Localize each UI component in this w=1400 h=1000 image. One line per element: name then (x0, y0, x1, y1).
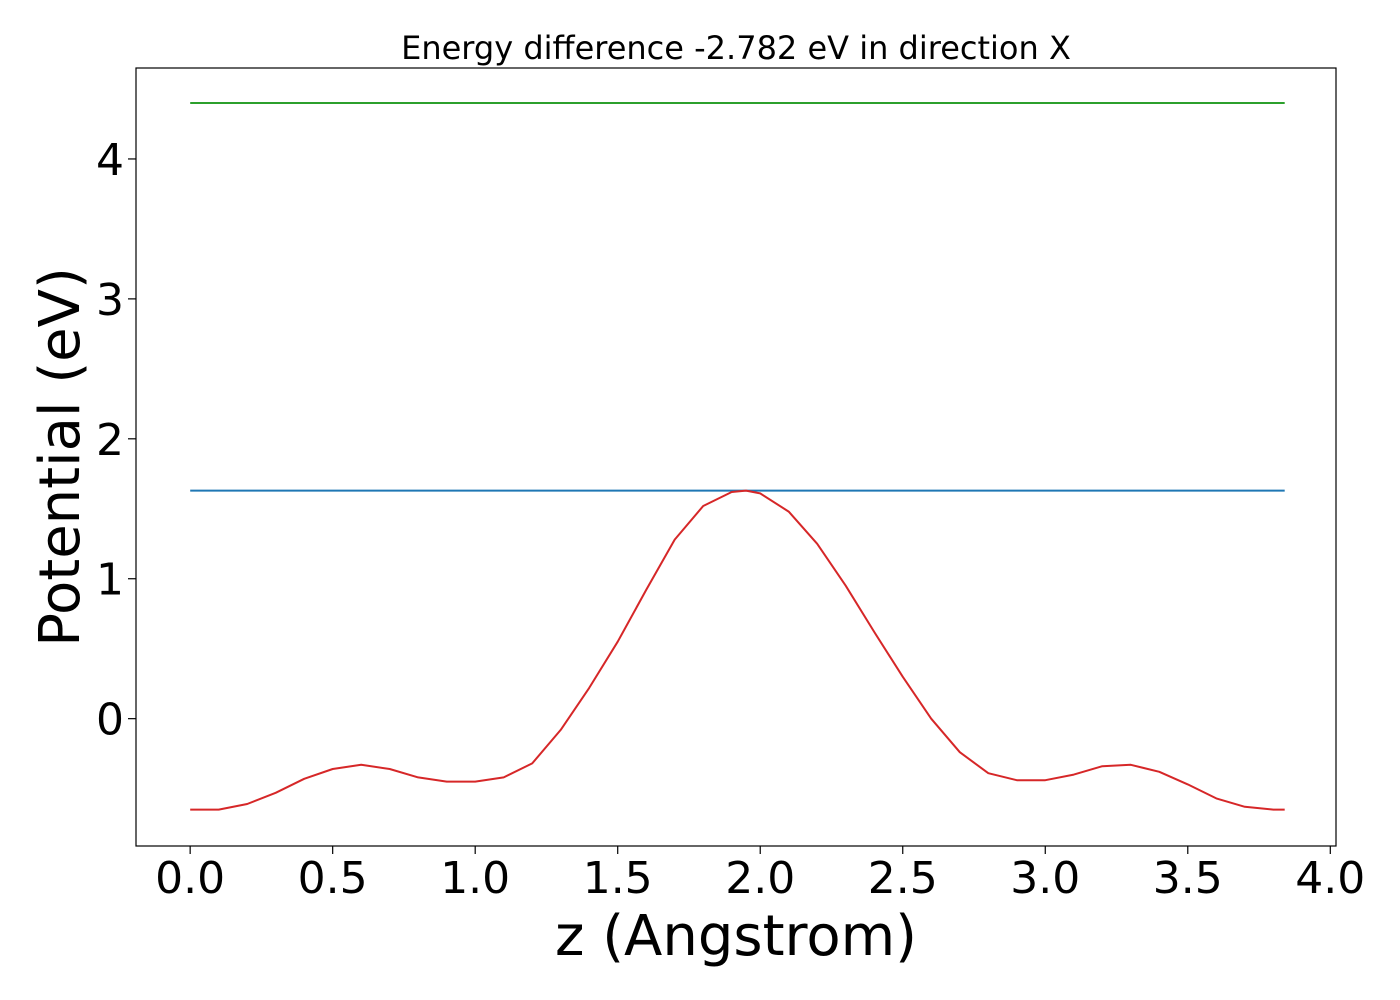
series-line-red (190, 489, 1285, 811)
y-tick-label: 1 (96, 555, 124, 606)
x-axis: 0.0 0.5 1.0 1.5 2.0 2.5 3.0 3.5 4.0 (155, 846, 1365, 904)
y-axis-label: Potential (eV) (28, 267, 93, 647)
y-tick-label: 2 (96, 415, 124, 466)
x-tick-label: 3.0 (1010, 853, 1080, 904)
series-layer (190, 102, 1285, 811)
plot-frame (135, 67, 1337, 847)
x-tick-label: 1.5 (583, 853, 653, 904)
x-tick-label: 1.0 (440, 853, 510, 904)
x-tick-label: 2.0 (725, 853, 795, 904)
y-tick-label: 4 (96, 135, 124, 186)
x-axis-label: z (Angstrom) (555, 904, 917, 969)
x-tick-label: 0.5 (298, 853, 368, 904)
x-tick-label: 0.0 (155, 853, 225, 904)
y-tick-label: 3 (96, 275, 124, 326)
x-tick-label: 3.5 (1153, 853, 1223, 904)
y-tick-label: 0 (96, 695, 124, 746)
chart-title: Energy difference -2.782 eV in direction… (401, 29, 1071, 67)
y-axis: 0 1 2 3 4 (96, 135, 136, 746)
x-tick-label: 2.5 (868, 853, 938, 904)
x-tick-label: 4.0 (1295, 853, 1365, 904)
